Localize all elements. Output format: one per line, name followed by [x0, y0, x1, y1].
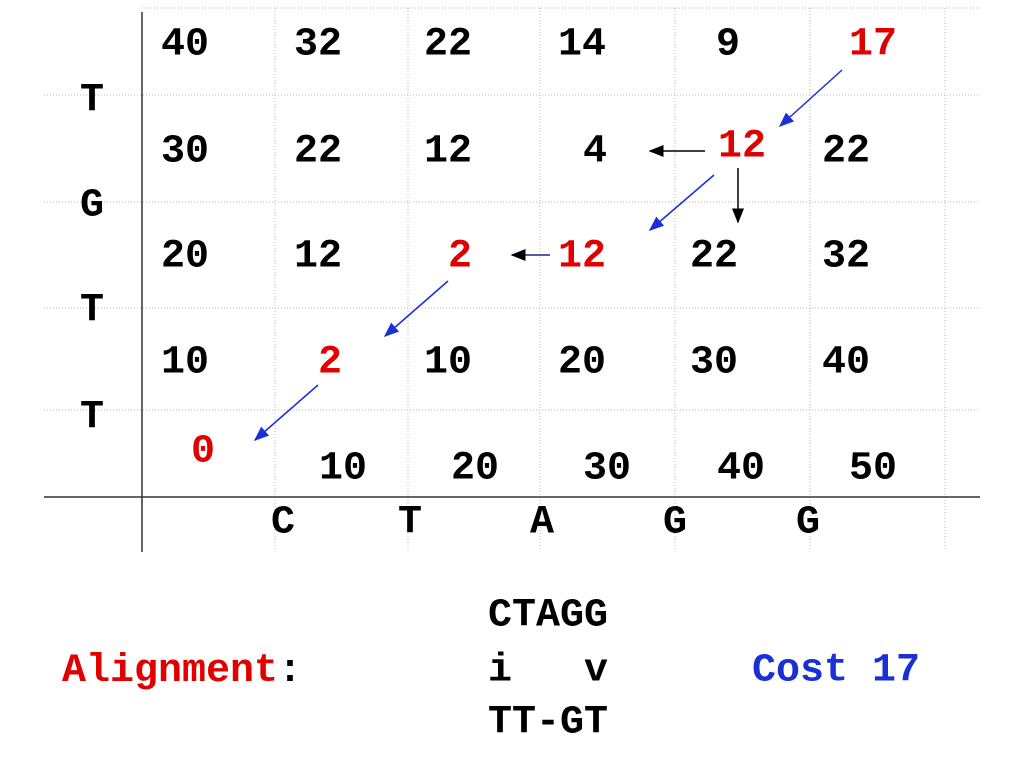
alignment-top: CTAGG	[488, 594, 608, 639]
alignment-word: Alignment	[62, 649, 278, 694]
matrix-cell: 12	[558, 235, 606, 280]
matrix-cell: 2	[318, 341, 342, 386]
matrix-cell: 4	[583, 130, 607, 175]
matrix-cell: 22	[424, 23, 472, 68]
row-label: G	[80, 184, 104, 229]
column-label: G	[796, 501, 820, 546]
matrix-cell: 2	[448, 235, 472, 280]
alignment-colon: :	[278, 649, 302, 694]
matrix-cell: 30	[690, 341, 738, 386]
alignment-marks: i v	[488, 649, 608, 694]
matrix-cell: 22	[294, 130, 342, 175]
matrix-cell: 30	[161, 130, 209, 175]
matrix-cell: 12	[424, 130, 472, 175]
matrix-cell: 0	[191, 430, 215, 475]
matrix-cell: 10	[319, 447, 367, 492]
matrix-cell: 40	[161, 23, 209, 68]
matrix-cell: 12	[294, 235, 342, 280]
matrix-cell: 50	[849, 447, 897, 492]
matrix-cell: 17	[849, 23, 897, 68]
row-label: T	[80, 289, 104, 334]
column-label: C	[271, 501, 295, 546]
grid	[44, 7, 980, 552]
matrix-cell: 22	[822, 130, 870, 175]
matrix-cell: 14	[558, 23, 606, 68]
matrix-cell: 40	[717, 447, 765, 492]
matrix-cell: 32	[822, 235, 870, 280]
row-label: T	[80, 79, 104, 124]
alignment-label: Alignment:	[62, 649, 302, 694]
matrix-cell: 9	[716, 23, 740, 68]
arrows	[253, 69, 843, 441]
matrix-cell: 22	[690, 235, 738, 280]
column-label: T	[398, 501, 422, 546]
matrix-cell: 10	[424, 341, 472, 386]
matrix-cell: 20	[451, 447, 499, 492]
matrix-cell: 20	[161, 235, 209, 280]
matrix-cell: 40	[822, 341, 870, 386]
cost: Cost 17	[752, 649, 920, 694]
matrix-cell: 12	[718, 125, 766, 170]
alignment-bottom: TT-GT	[488, 701, 608, 746]
matrix-cell: 32	[294, 23, 342, 68]
column-label: A	[530, 501, 554, 546]
matrix-cell: 10	[161, 341, 209, 386]
matrix-cell: 20	[558, 341, 606, 386]
column-label: G	[663, 501, 687, 546]
row-label: T	[80, 396, 104, 441]
matrix-cell: 30	[583, 447, 631, 492]
